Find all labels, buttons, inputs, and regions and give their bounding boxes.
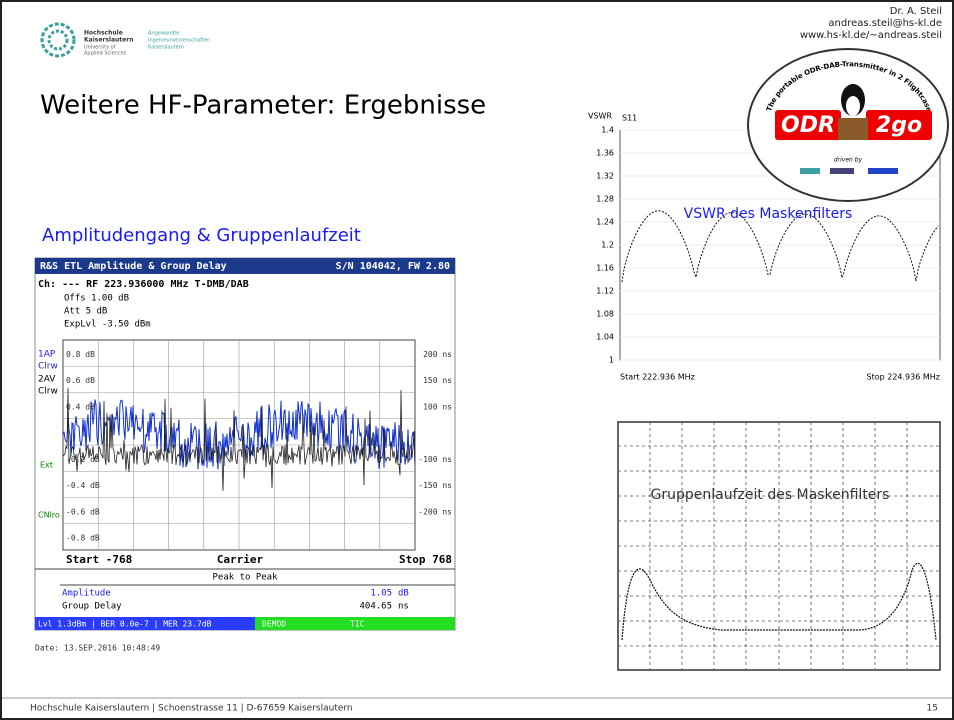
table-cell: 1.05 — [370, 589, 392, 599]
right-tick-label: -100 ns — [418, 455, 452, 464]
group-delay-chart: Gruppenlaufzeit des Maskenfilters — [586, 410, 944, 690]
right-tick-label: 200 ns — [423, 350, 452, 359]
setting: Att 5 dB — [64, 307, 107, 317]
logo-text: Angewandte — [148, 31, 179, 37]
setting: Offs 1.00 dB — [64, 294, 129, 304]
vswr-tick-label: 1.28 — [596, 195, 614, 204]
logo-text: University of — [84, 45, 116, 51]
table-title: Peak to Peak — [212, 573, 278, 583]
logo-text: Kaiserslautern — [148, 45, 184, 51]
vswr-curve — [621, 210, 939, 283]
left-tick-label: -0.2 dB — [66, 455, 100, 464]
logo-text: Applied Sciences — [84, 51, 127, 57]
x-label: Start -768 — [66, 553, 132, 566]
right-tick-label: 100 ns — [423, 402, 452, 411]
side-label: Ext — [40, 461, 53, 470]
vswr-start: Start 222.936 MHz — [620, 373, 695, 382]
status-ok — [255, 617, 455, 630]
logo-text: Kaiserslautern — [84, 37, 133, 44]
status-text: TIC — [350, 620, 365, 629]
status-text: Lvl 1.3dBm | BER 0.0e-7 | MER 23.7dB — [38, 620, 212, 629]
subtitle: Amplitudengang & Gruppenlaufzeit — [42, 225, 361, 246]
vswr-tick-label: 1.08 — [596, 310, 614, 319]
logo-text: Ingenieurwissenschaften — [148, 38, 210, 44]
setting: ExpLvl -3.50 dBm — [64, 320, 151, 330]
email: andreas.steil@hs-kl.de — [828, 18, 942, 29]
table-cell: Group Delay — [62, 602, 122, 612]
gd-caption: Gruppenlaufzeit des Maskenfilters — [651, 487, 890, 503]
vswr-tick-label: 1.2 — [601, 241, 614, 250]
channel: Ch: --- RF 223.936000 MHz T-DMB/DAB — [38, 279, 249, 290]
vswr-y-label: VSWR — [588, 112, 612, 121]
author: Dr. A. Steil — [890, 6, 942, 17]
left-tick-label: -0.4 dB — [66, 481, 100, 490]
trace-label: Clrw — [38, 362, 58, 372]
vswr-trace: S11 — [622, 114, 637, 123]
analyzer-screenshot: R&S ETL Amplitude & Group Delay S/N 1040… — [34, 257, 456, 631]
left-tick-label: -0.6 dB — [66, 507, 100, 516]
delay-trace — [62, 387, 416, 491]
right-tick-label: -150 ns — [418, 481, 452, 490]
logo-text: Hochschule — [84, 30, 123, 37]
vswr-stop: Stop 224.936 MHz — [867, 373, 940, 382]
amplitude-trace — [62, 399, 416, 470]
odr-logo: The portable ODR-DAB-Transmitter in 2 Fl… — [747, 48, 949, 202]
x-label: Carrier — [217, 553, 264, 566]
trace-label: 2AV — [38, 375, 56, 385]
odr-text: ODR — [781, 113, 835, 138]
table-cell: 404.65 — [359, 602, 392, 612]
trace-label: 1AP — [38, 350, 56, 360]
side-label: CNlro — [38, 511, 60, 520]
driven-by: driven by — [834, 157, 863, 164]
vswr-caption: VSWR des Maskenfilters — [684, 206, 853, 222]
vswr-tick-label: 1.24 — [596, 218, 614, 227]
vswr-tick-label: 1.04 — [596, 333, 614, 342]
left-tick-label: 0.6 dB — [66, 376, 95, 385]
vswr-tick-label: 1.16 — [596, 264, 614, 273]
vswr-tick-label: 1 — [609, 356, 614, 365]
right-tick-label: -200 ns — [418, 507, 452, 516]
left-tick-label: -0.8 dB — [66, 534, 100, 543]
status-text: DEMOD — [262, 620, 286, 629]
screen-header — [35, 258, 455, 274]
left-tick-label: 0.4 dB — [66, 402, 95, 411]
table-cell: dB — [398, 589, 409, 599]
left-tick-label: 0.8 dB — [66, 350, 95, 359]
vswr-tick-label: 1.12 — [596, 287, 614, 296]
footer-address: Hochschule Kaiserslautern | Schoenstrass… — [30, 704, 353, 714]
right-tick-label: 150 ns — [423, 376, 452, 385]
page-number: 15 — [927, 704, 938, 714]
x-label: Stop 768 — [399, 553, 452, 566]
vswr-tick-label: 1.36 — [596, 149, 614, 158]
table-cell: Amplitude — [62, 589, 111, 599]
odr-text: 2go — [876, 113, 922, 138]
logo: Hochschule Kaiserslautern University of … — [40, 22, 210, 58]
table-cell: ns — [398, 602, 409, 612]
slide-title: Weitere HF-Parameter: Ergebnisse — [40, 91, 486, 121]
date: Date: 13.SEP.2016 10:48:49 — [35, 644, 160, 653]
screen-serial: S/N 104042, FW 2.80 — [336, 261, 450, 272]
vswr-tick-label: 1.4 — [601, 126, 614, 135]
trace-label: Clrw — [38, 387, 58, 397]
url: www.hs-kl.de/~andreas.steil — [800, 30, 942, 41]
screen-title: R&S ETL Amplitude & Group Delay — [40, 260, 227, 272]
vswr-tick-label: 1.32 — [596, 172, 614, 181]
